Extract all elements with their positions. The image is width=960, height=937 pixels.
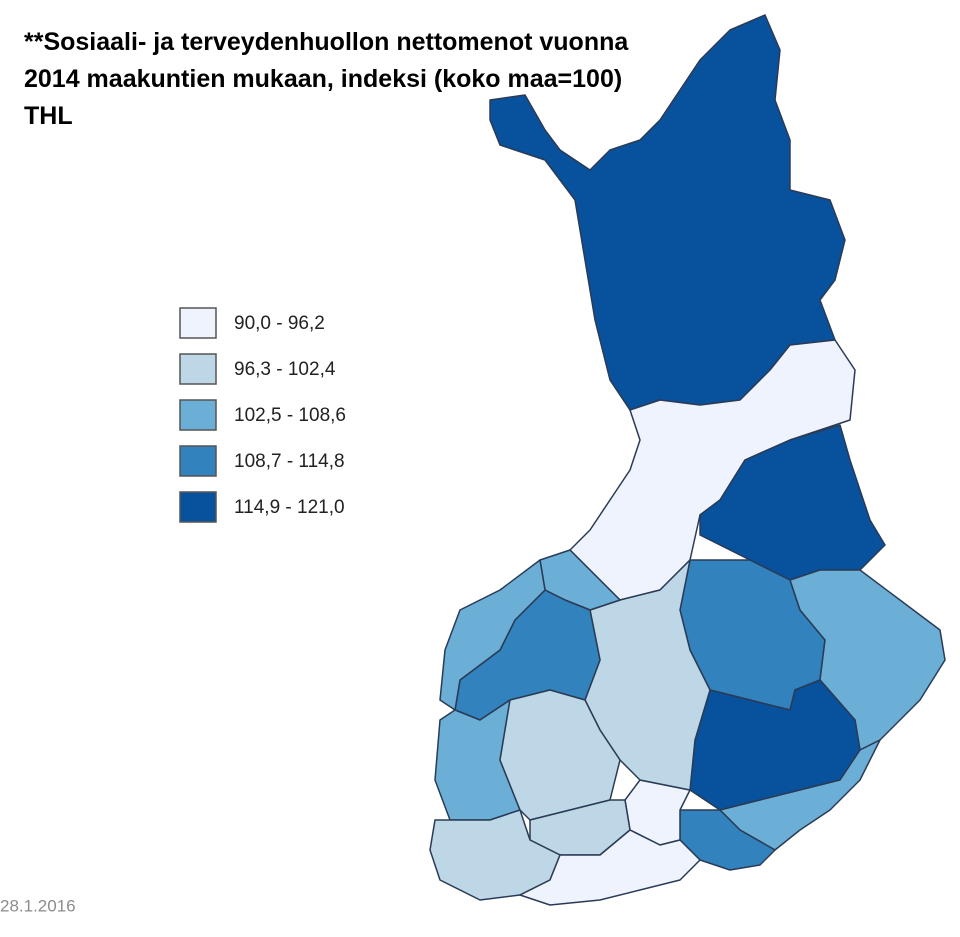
- legend-swatch: [179, 307, 217, 339]
- title-line: **Sosiaali- ja terveydenhuollon nettomen…: [24, 28, 629, 56]
- legend-label: 114,9 - 121,0: [234, 497, 345, 518]
- legend: 90,0 - 96,2 96,3 - 102,4 102,5 - 108,6 108,…: [179, 307, 346, 523]
- title-line: 2014 maakuntien mukaan, indeksi (koko ma…: [24, 65, 622, 93]
- legend-swatch: [179, 399, 217, 431]
- region: [789, 569, 946, 751]
- legend-label: 102,5 - 108,6: [234, 405, 346, 426]
- region: [519, 829, 701, 906]
- legend-label: 108,7 - 114,8: [234, 451, 345, 472]
- map: [429, 14, 946, 906]
- legend-swatch: [179, 445, 217, 477]
- legend-label: 96,3 - 102,4: [234, 359, 336, 380]
- title-line: THL: [24, 102, 73, 130]
- legend-swatch: [179, 353, 217, 385]
- legend-label: 90,0 - 96,2: [234, 313, 325, 334]
- date: 28.1.2016: [0, 896, 76, 915]
- region: [439, 559, 546, 711]
- region: [489, 14, 846, 411]
- legend-swatch: [179, 491, 217, 523]
